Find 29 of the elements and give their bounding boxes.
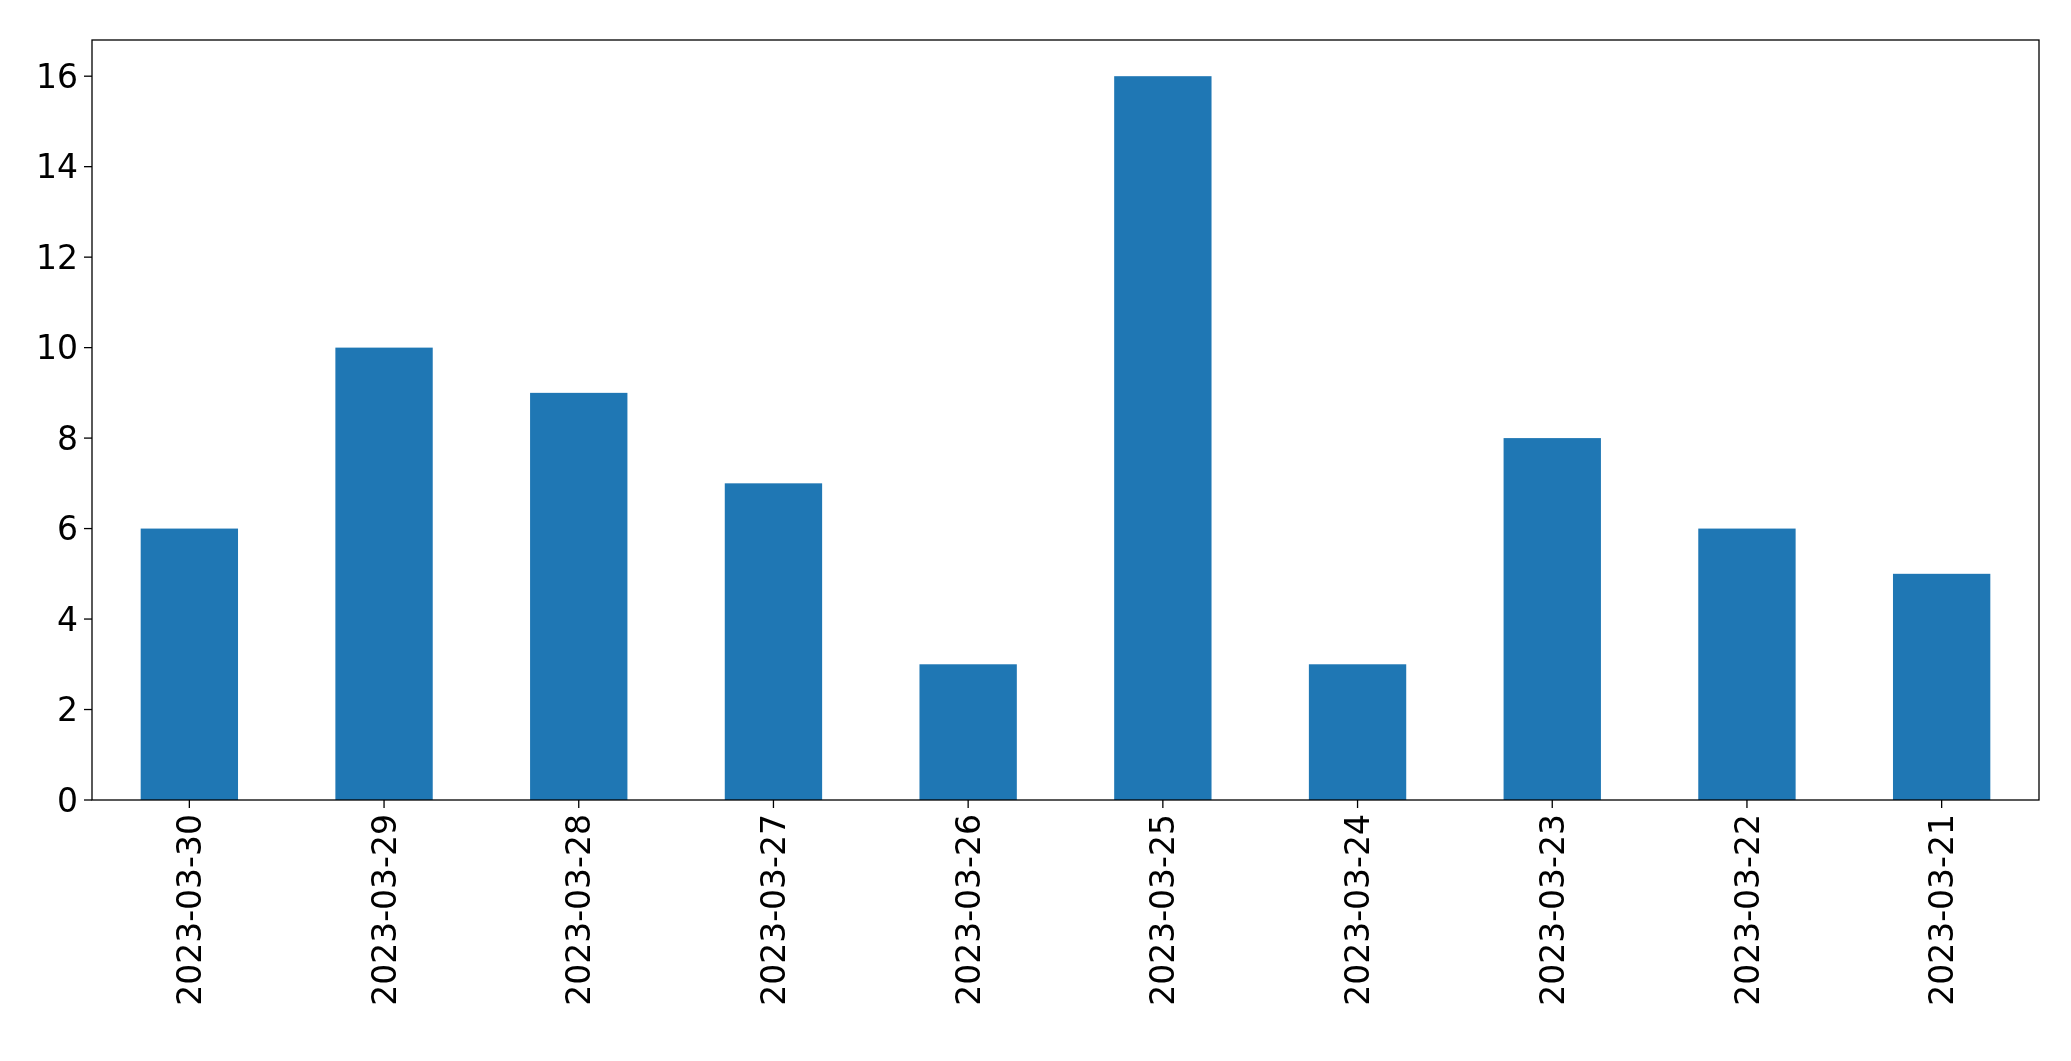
y-tick-label: 0 <box>57 780 78 820</box>
bar <box>335 347 433 800</box>
y-tick-label: 12 <box>36 237 78 277</box>
x-tick-label: 2023-03-28 <box>559 814 599 1006</box>
bar <box>724 483 823 800</box>
bar <box>1114 76 1212 800</box>
y-tick-label: 6 <box>57 509 78 549</box>
y-tick-label: 16 <box>36 56 78 96</box>
bar <box>1308 664 1407 800</box>
x-tick-label: 2023-03-30 <box>169 814 209 1006</box>
x-tick-label: 2023-03-22 <box>1727 814 1767 1006</box>
x-tick-label: 2023-03-23 <box>1532 814 1572 1006</box>
bar <box>140 528 239 800</box>
y-tick-label: 4 <box>57 599 78 639</box>
bar <box>1503 438 1601 800</box>
x-tick-label: 2023-03-24 <box>1338 814 1378 1006</box>
x-tick-label: 2023-03-25 <box>1143 814 1183 1006</box>
x-tick-label: 2023-03-29 <box>364 814 404 1006</box>
x-tick-label: 2023-03-27 <box>754 814 793 1006</box>
y-tick-label: 14 <box>36 147 78 187</box>
x-tick-label: 2023-03-26 <box>948 814 988 1006</box>
y-tick-label: 2 <box>57 690 78 730</box>
x-tick-label: 2023-03-21 <box>1922 814 1962 1006</box>
bar <box>1698 528 1796 800</box>
y-tick-label: 8 <box>57 418 78 458</box>
bar <box>1892 573 1991 800</box>
bar <box>919 664 1017 800</box>
bar <box>530 392 628 800</box>
y-tick-label: 10 <box>36 328 78 368</box>
